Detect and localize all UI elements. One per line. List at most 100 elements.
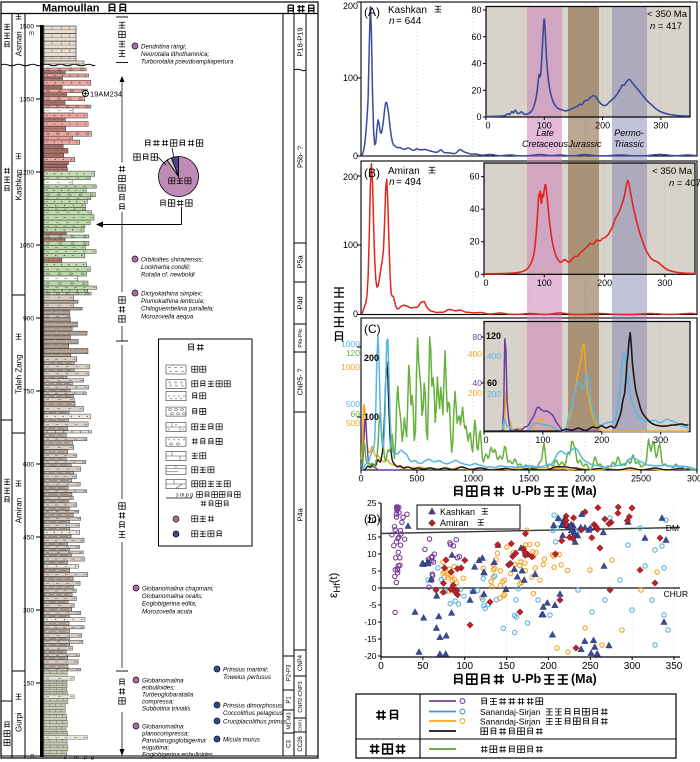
- svg-text:Globanomalina: Globanomalina: [142, 724, 184, 731]
- svg-text:0: 0: [358, 474, 363, 484]
- svg-text:-5: -5: [369, 600, 377, 610]
- svg-text:0: 0: [483, 278, 488, 288]
- svg-text:0: 0: [476, 112, 481, 122]
- svg-text:100: 100: [456, 661, 473, 672]
- svg-text:-20: -20: [364, 651, 377, 661]
- svg-text:Turborotalia pseudoampliapertu: Turborotalia pseudoampliapertura: [141, 59, 234, 66]
- svg-text:2000: 2000: [575, 474, 595, 484]
- svg-text:1000: 1000: [341, 339, 360, 349]
- svg-text:Parvularugoglobigerina: Parvularugoglobigerina: [142, 738, 206, 745]
- svg-text:eugubina;: eugubina;: [142, 745, 169, 752]
- svg-text:(Ma): (Ma): [571, 672, 597, 686]
- svg-text:Jurassic: Jurassic: [567, 139, 602, 149]
- svg-text:200: 200: [364, 353, 379, 363]
- svg-text:Globanomalina chapmani;: Globanomalina chapmani;: [142, 586, 214, 593]
- svg-text:450: 450: [23, 535, 34, 542]
- svg-text:200: 200: [540, 661, 557, 672]
- svg-text:DM: DM: [666, 523, 679, 533]
- svg-text:CNP5- ?: CNP5- ?: [297, 368, 304, 395]
- svg-text:Kashkan: Kashkan: [14, 169, 23, 200]
- svg-text:Globanomalina: Globanomalina: [142, 678, 184, 685]
- svg-text:60: 60: [487, 378, 497, 388]
- svg-text:CNP1: CNP1: [298, 719, 303, 732]
- svg-text:60: 60: [471, 32, 481, 42]
- svg-text:C3: C3: [287, 740, 293, 748]
- svg-text:250: 250: [582, 661, 599, 672]
- svg-text:500: 500: [409, 474, 424, 484]
- svg-text:Asmari: Asmari: [14, 31, 23, 56]
- svg-text:Morozovella acuta: Morozovella acuta: [142, 608, 193, 615]
- svg-text:Rotalia cf. newboldi: Rotalia cf. newboldi: [141, 272, 195, 279]
- svg-text:Dictyokathina simplex;: Dictyokathina simplex;: [141, 291, 203, 298]
- svg-text:Late: Late: [536, 128, 554, 138]
- svg-text:Dendritina rangi;: Dendritina rangi;: [141, 44, 187, 51]
- svg-text:200: 200: [487, 389, 501, 399]
- svg-text:(A): (A): [364, 5, 380, 19]
- svg-text:0: 0: [485, 121, 490, 131]
- svg-text:100: 100: [535, 435, 550, 445]
- svg-text:Chiloguembelina parallela;: Chiloguembelina parallela;: [141, 306, 214, 313]
- svg-text:compressa;: compressa;: [142, 699, 174, 706]
- svg-text:-10: -10: [364, 617, 377, 627]
- svg-text:= 644: = 644: [396, 16, 422, 27]
- svg-text:(D): (D): [364, 512, 381, 526]
- svg-text:100: 100: [537, 278, 552, 288]
- svg-text:80: 80: [473, 332, 483, 342]
- svg-text:Sanandaj-Sirjan: Sanandaj-Sirjan: [480, 707, 541, 717]
- svg-text:40: 40: [471, 59, 481, 69]
- svg-text:0: 0: [353, 151, 358, 161]
- svg-text:n = 417: n = 417: [650, 21, 682, 32]
- svg-text:Gurpi: Gurpi: [14, 712, 23, 732]
- svg-text:20: 20: [367, 515, 377, 525]
- svg-text:150: 150: [498, 661, 515, 672]
- svg-text:Cretaceous: Cretaceous: [522, 139, 569, 149]
- svg-text:1500: 1500: [20, 24, 35, 31]
- svg-text:Turbeoglobaratalia: Turbeoglobaratalia: [142, 692, 194, 699]
- svg-text:εHf(t): εHf(t): [326, 573, 343, 598]
- svg-text:1000: 1000: [463, 474, 483, 484]
- svg-text:Amiran: Amiran: [388, 166, 420, 177]
- svg-text:M1-M3: M1-M3: [286, 712, 292, 729]
- svg-text:CNP2-CNP3: CNP2-CNP3: [298, 681, 304, 712]
- svg-text:350: 350: [666, 661, 683, 672]
- svg-text:60: 60: [351, 409, 361, 419]
- svg-text:< 350 Ma: < 350 Ma: [652, 166, 693, 177]
- svg-text:0: 0: [378, 661, 384, 672]
- svg-text:1050: 1050: [20, 243, 35, 250]
- svg-text:(Ma): (Ma): [571, 484, 597, 498]
- svg-text:100: 100: [364, 412, 379, 422]
- svg-text:P5b- ?: P5b- ?: [296, 146, 305, 168]
- svg-text:Orbitolites shirazensis;: Orbitolites shirazensis;: [141, 257, 204, 264]
- svg-text:Toweius pertusus: Toweius pertusus: [223, 674, 271, 681]
- svg-text:1000: 1000: [341, 362, 360, 372]
- svg-text:0: 0: [30, 754, 34, 761]
- svg-text:0: 0: [353, 309, 358, 319]
- svg-text:CHUR: CHUR: [663, 589, 688, 599]
- svg-text:P4a: P4a: [296, 508, 305, 522]
- svg-text:200: 200: [468, 388, 482, 398]
- svg-text:20: 20: [469, 237, 479, 247]
- svg-text:Mamoullan: Mamoullan: [42, 3, 100, 15]
- svg-text:200: 200: [343, 172, 358, 182]
- svg-text:50: 50: [417, 661, 429, 672]
- svg-text:200: 200: [597, 278, 612, 288]
- svg-text:900: 900: [23, 316, 34, 323]
- svg-text:750: 750: [23, 389, 34, 396]
- svg-text:p: p: [83, 755, 87, 761]
- svg-text:10: 10: [367, 549, 377, 559]
- svg-text:80: 80: [471, 5, 481, 15]
- svg-text:Cruciplacolithus primus: Cruciplacolithus primus: [223, 719, 287, 726]
- svg-text:Plumokathina lenticula;: Plumokathina lenticula;: [141, 298, 205, 305]
- svg-text:300: 300: [23, 608, 34, 615]
- svg-text:Lockhartia condili;: Lockhartia condili;: [141, 264, 191, 271]
- svg-text:20: 20: [471, 85, 481, 95]
- svg-text:U-Pb: U-Pb: [512, 484, 542, 498]
- svg-text:s m p g: s m p g: [176, 493, 193, 499]
- svg-text:150: 150: [23, 681, 34, 688]
- svg-text:Amiran: Amiran: [440, 518, 469, 528]
- svg-text:500: 500: [346, 399, 360, 409]
- svg-text:120: 120: [346, 348, 360, 358]
- svg-text:< 350 Ma: < 350 Ma: [647, 9, 688, 20]
- svg-text:Morozovella aequa: Morozovella aequa: [141, 313, 194, 320]
- svg-text:g: g: [91, 755, 95, 761]
